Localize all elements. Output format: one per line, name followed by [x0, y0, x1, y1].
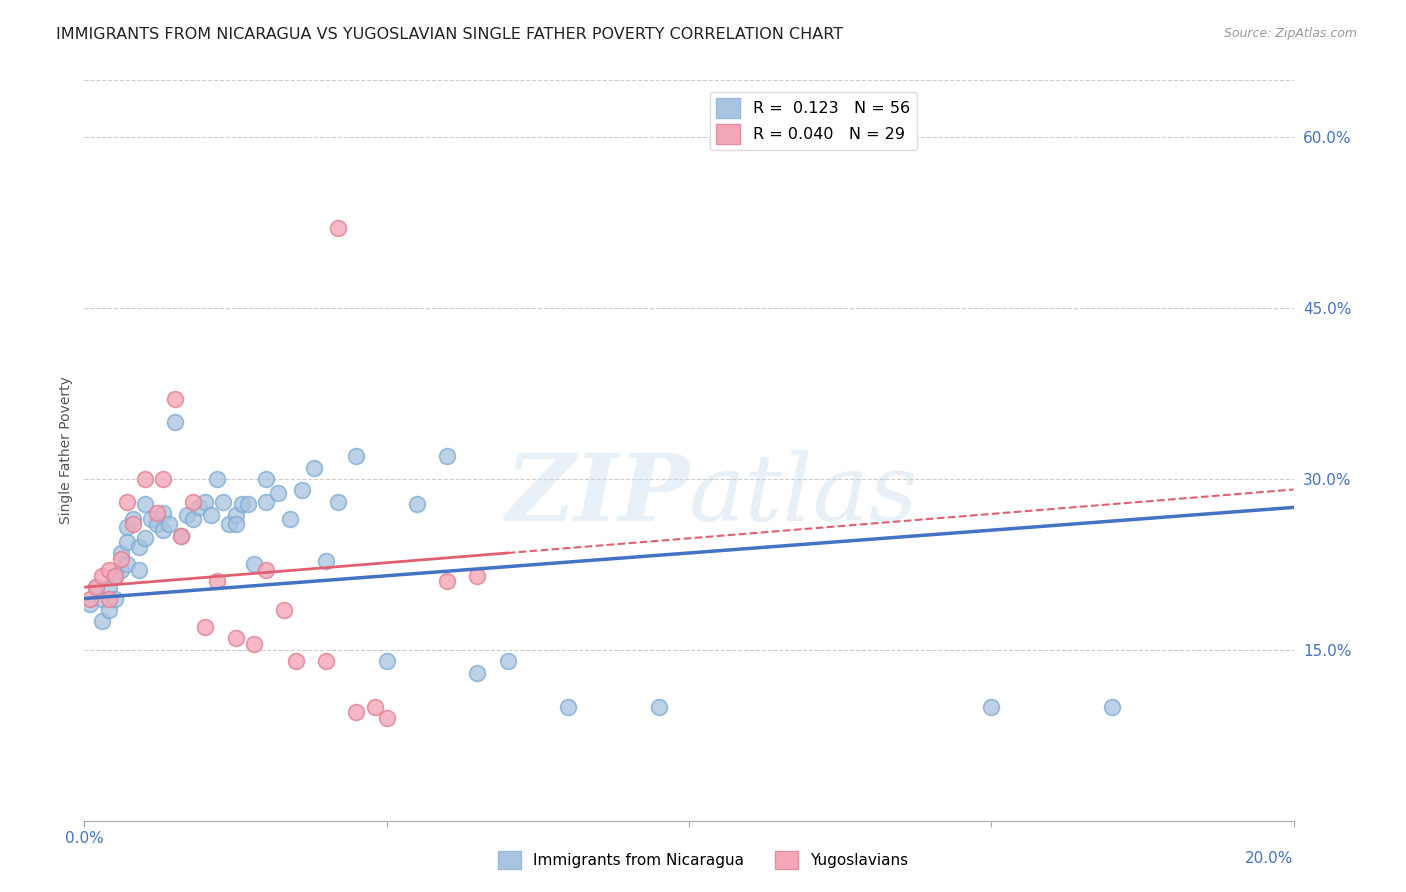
Text: 20.0%: 20.0% [1246, 851, 1294, 866]
Point [79, 597, 101, 611]
Point [200, 508, 222, 523]
Point [97, 591, 120, 606]
Point [346, 706, 368, 720]
Point [86, 580, 108, 594]
Point [115, 558, 138, 572]
Point [115, 494, 138, 508]
Point [231, 497, 253, 511]
Point [110, 563, 132, 577]
Point [134, 497, 156, 511]
Point [139, 512, 162, 526]
Point [254, 494, 277, 508]
Point [406, 497, 429, 511]
Point [375, 654, 398, 668]
Point [194, 620, 217, 634]
Point [170, 529, 193, 543]
Point [104, 568, 127, 582]
Point [315, 654, 337, 668]
Point [194, 494, 217, 508]
Point [121, 512, 143, 526]
Point [115, 534, 138, 549]
Point [315, 554, 337, 568]
Point [328, 221, 350, 235]
Point [181, 494, 204, 508]
Point [363, 699, 385, 714]
Point [254, 563, 277, 577]
Point [104, 591, 127, 606]
Point [110, 546, 132, 560]
Text: Source: ZipAtlas.com: Source: ZipAtlas.com [1223, 27, 1357, 40]
Point [91, 615, 114, 629]
Point [165, 392, 187, 407]
Point [146, 506, 169, 520]
Text: atlas: atlas [689, 450, 918, 540]
Point [236, 497, 259, 511]
Text: IMMIGRANTS FROM NICARAGUA VS YUGOSLAVIAN SINGLE FATHER POVERTY CORRELATION CHART: IMMIGRANTS FROM NICARAGUA VS YUGOSLAVIAN… [56, 27, 844, 42]
Point [375, 711, 398, 725]
Point [273, 603, 295, 617]
Point [291, 483, 314, 498]
Point [188, 500, 211, 515]
Point [110, 551, 132, 566]
Point [104, 568, 127, 582]
Point [436, 449, 458, 463]
Point [436, 574, 458, 589]
Point [328, 494, 350, 508]
Point [302, 460, 325, 475]
Point [225, 508, 247, 523]
Point [285, 654, 308, 668]
Point [467, 665, 489, 680]
Y-axis label: Single Father Poverty: Single Father Poverty [59, 376, 73, 524]
Text: ZIP: ZIP [505, 450, 689, 540]
Point [1101, 699, 1123, 714]
Point [97, 580, 120, 594]
Point [79, 591, 101, 606]
Point [115, 520, 138, 534]
Point [128, 563, 150, 577]
Point [278, 512, 301, 526]
Point [97, 563, 120, 577]
Point [134, 472, 156, 486]
Legend: R =  0.123   N = 56, R = 0.040   N = 29: R = 0.123 N = 56, R = 0.040 N = 29 [710, 92, 917, 150]
Point [207, 574, 229, 589]
Point [134, 531, 156, 545]
Point [157, 517, 180, 532]
Point [212, 494, 235, 508]
Legend: Immigrants from Nicaragua, Yugoslavians: Immigrants from Nicaragua, Yugoslavians [492, 845, 914, 875]
Point [97, 603, 120, 617]
Point [207, 472, 229, 486]
Point [218, 517, 240, 532]
Point [146, 517, 169, 532]
Point [346, 449, 368, 463]
Point [176, 508, 198, 523]
Point [91, 591, 114, 606]
Point [267, 485, 290, 500]
Point [242, 558, 264, 572]
Point [557, 699, 579, 714]
Point [91, 568, 114, 582]
Point [496, 654, 519, 668]
Point [181, 512, 204, 526]
Point [121, 517, 143, 532]
Point [225, 632, 247, 646]
Point [165, 415, 187, 429]
Point [128, 541, 150, 555]
Point [242, 637, 264, 651]
Point [152, 523, 174, 537]
Point [170, 529, 193, 543]
Point [980, 699, 1002, 714]
Point [152, 472, 174, 486]
Point [467, 568, 489, 582]
Point [152, 506, 174, 520]
Point [86, 580, 108, 594]
Point [225, 517, 247, 532]
Point [648, 699, 671, 714]
Point [254, 472, 277, 486]
